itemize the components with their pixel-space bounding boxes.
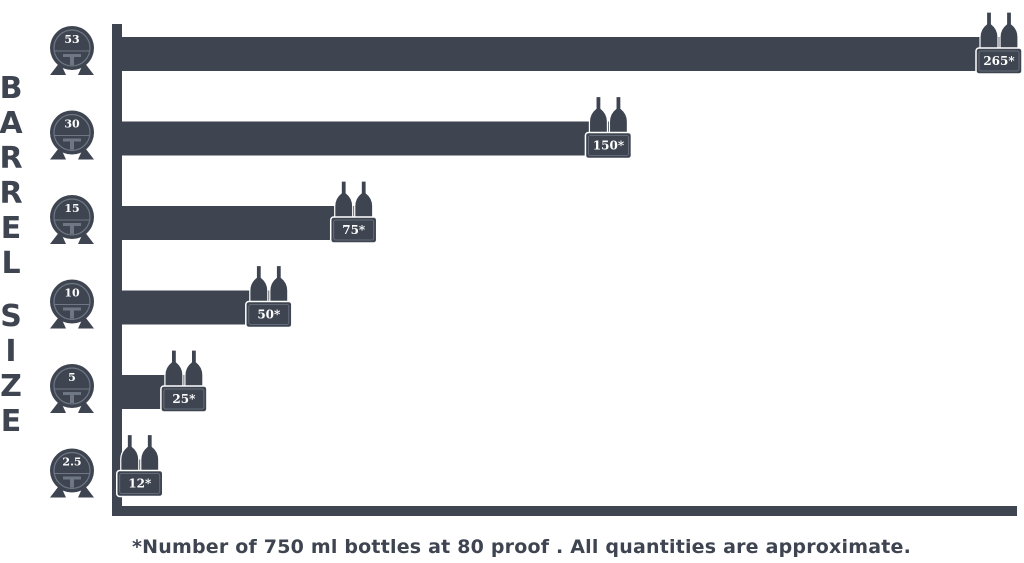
bottles-icon: 150* <box>584 95 633 160</box>
value-label: 265* <box>983 54 1015 68</box>
y-axis-label-letter: S <box>0 299 22 334</box>
y-axis-label-letter: B <box>0 71 22 106</box>
bottles-icon: 12* <box>116 433 164 498</box>
bottles-icon: 75* <box>329 180 378 244</box>
bar <box>122 206 357 240</box>
barrel-size-label: 53 <box>64 33 79 46</box>
barrel-size-label: 5 <box>68 371 76 384</box>
y-axis-label-letter: I <box>5 334 16 369</box>
y-axis-label-letter: E <box>1 211 22 246</box>
barrel-icon: 5 <box>50 364 94 413</box>
barrel-icon: 30 <box>50 110 94 160</box>
value-tag <box>116 469 164 498</box>
value-tag <box>584 131 633 160</box>
bars <box>122 37 1002 494</box>
value-label: 25* <box>172 392 196 406</box>
value-label: 150* <box>593 139 625 153</box>
barrel-size-label: 30 <box>64 118 80 131</box>
bottles-icon: 50* <box>245 264 293 329</box>
y-axis-label-letter: Z <box>0 369 22 404</box>
value-tag <box>975 47 1023 75</box>
barrel-size-label: 10 <box>64 287 80 300</box>
barrel-size-label: 15 <box>64 202 79 215</box>
bottle-icons: 265* 150* 75* 50* 25* 12* <box>116 11 1023 498</box>
barrel-icon: 10 <box>50 279 94 329</box>
y-axis-label-letter: A <box>0 106 23 141</box>
value-tag <box>160 385 208 413</box>
y-axis-label-letter: E <box>1 404 22 439</box>
value-label: 75* <box>342 223 366 237</box>
footnote: *Number of 750 ml bottles at 80 proof . … <box>132 536 912 558</box>
value-label: 50* <box>257 308 281 322</box>
value-tag <box>245 300 293 329</box>
barrel-size-label: 2.5 <box>62 456 81 469</box>
bottles-icon: 25* <box>160 349 208 413</box>
barrel-icon: 15 <box>50 195 94 244</box>
y-axis-label-letter: L <box>1 246 20 281</box>
y-axis-label-letter: R <box>0 176 23 211</box>
bottles-icon: 265* <box>975 11 1023 75</box>
barrel-icon: 2.5 <box>50 448 94 498</box>
barrel-icons: 53 30 15 10 5 2.5 <box>50 26 94 498</box>
x-axis-line <box>112 506 1017 516</box>
value-tag <box>329 216 378 244</box>
y-axis-line <box>112 24 122 512</box>
y-axis-label-letter: R <box>0 141 23 176</box>
barrel-icon: 53 <box>50 26 94 75</box>
bar <box>122 121 612 156</box>
value-label: 12* <box>128 477 152 491</box>
bar <box>122 37 1002 71</box>
